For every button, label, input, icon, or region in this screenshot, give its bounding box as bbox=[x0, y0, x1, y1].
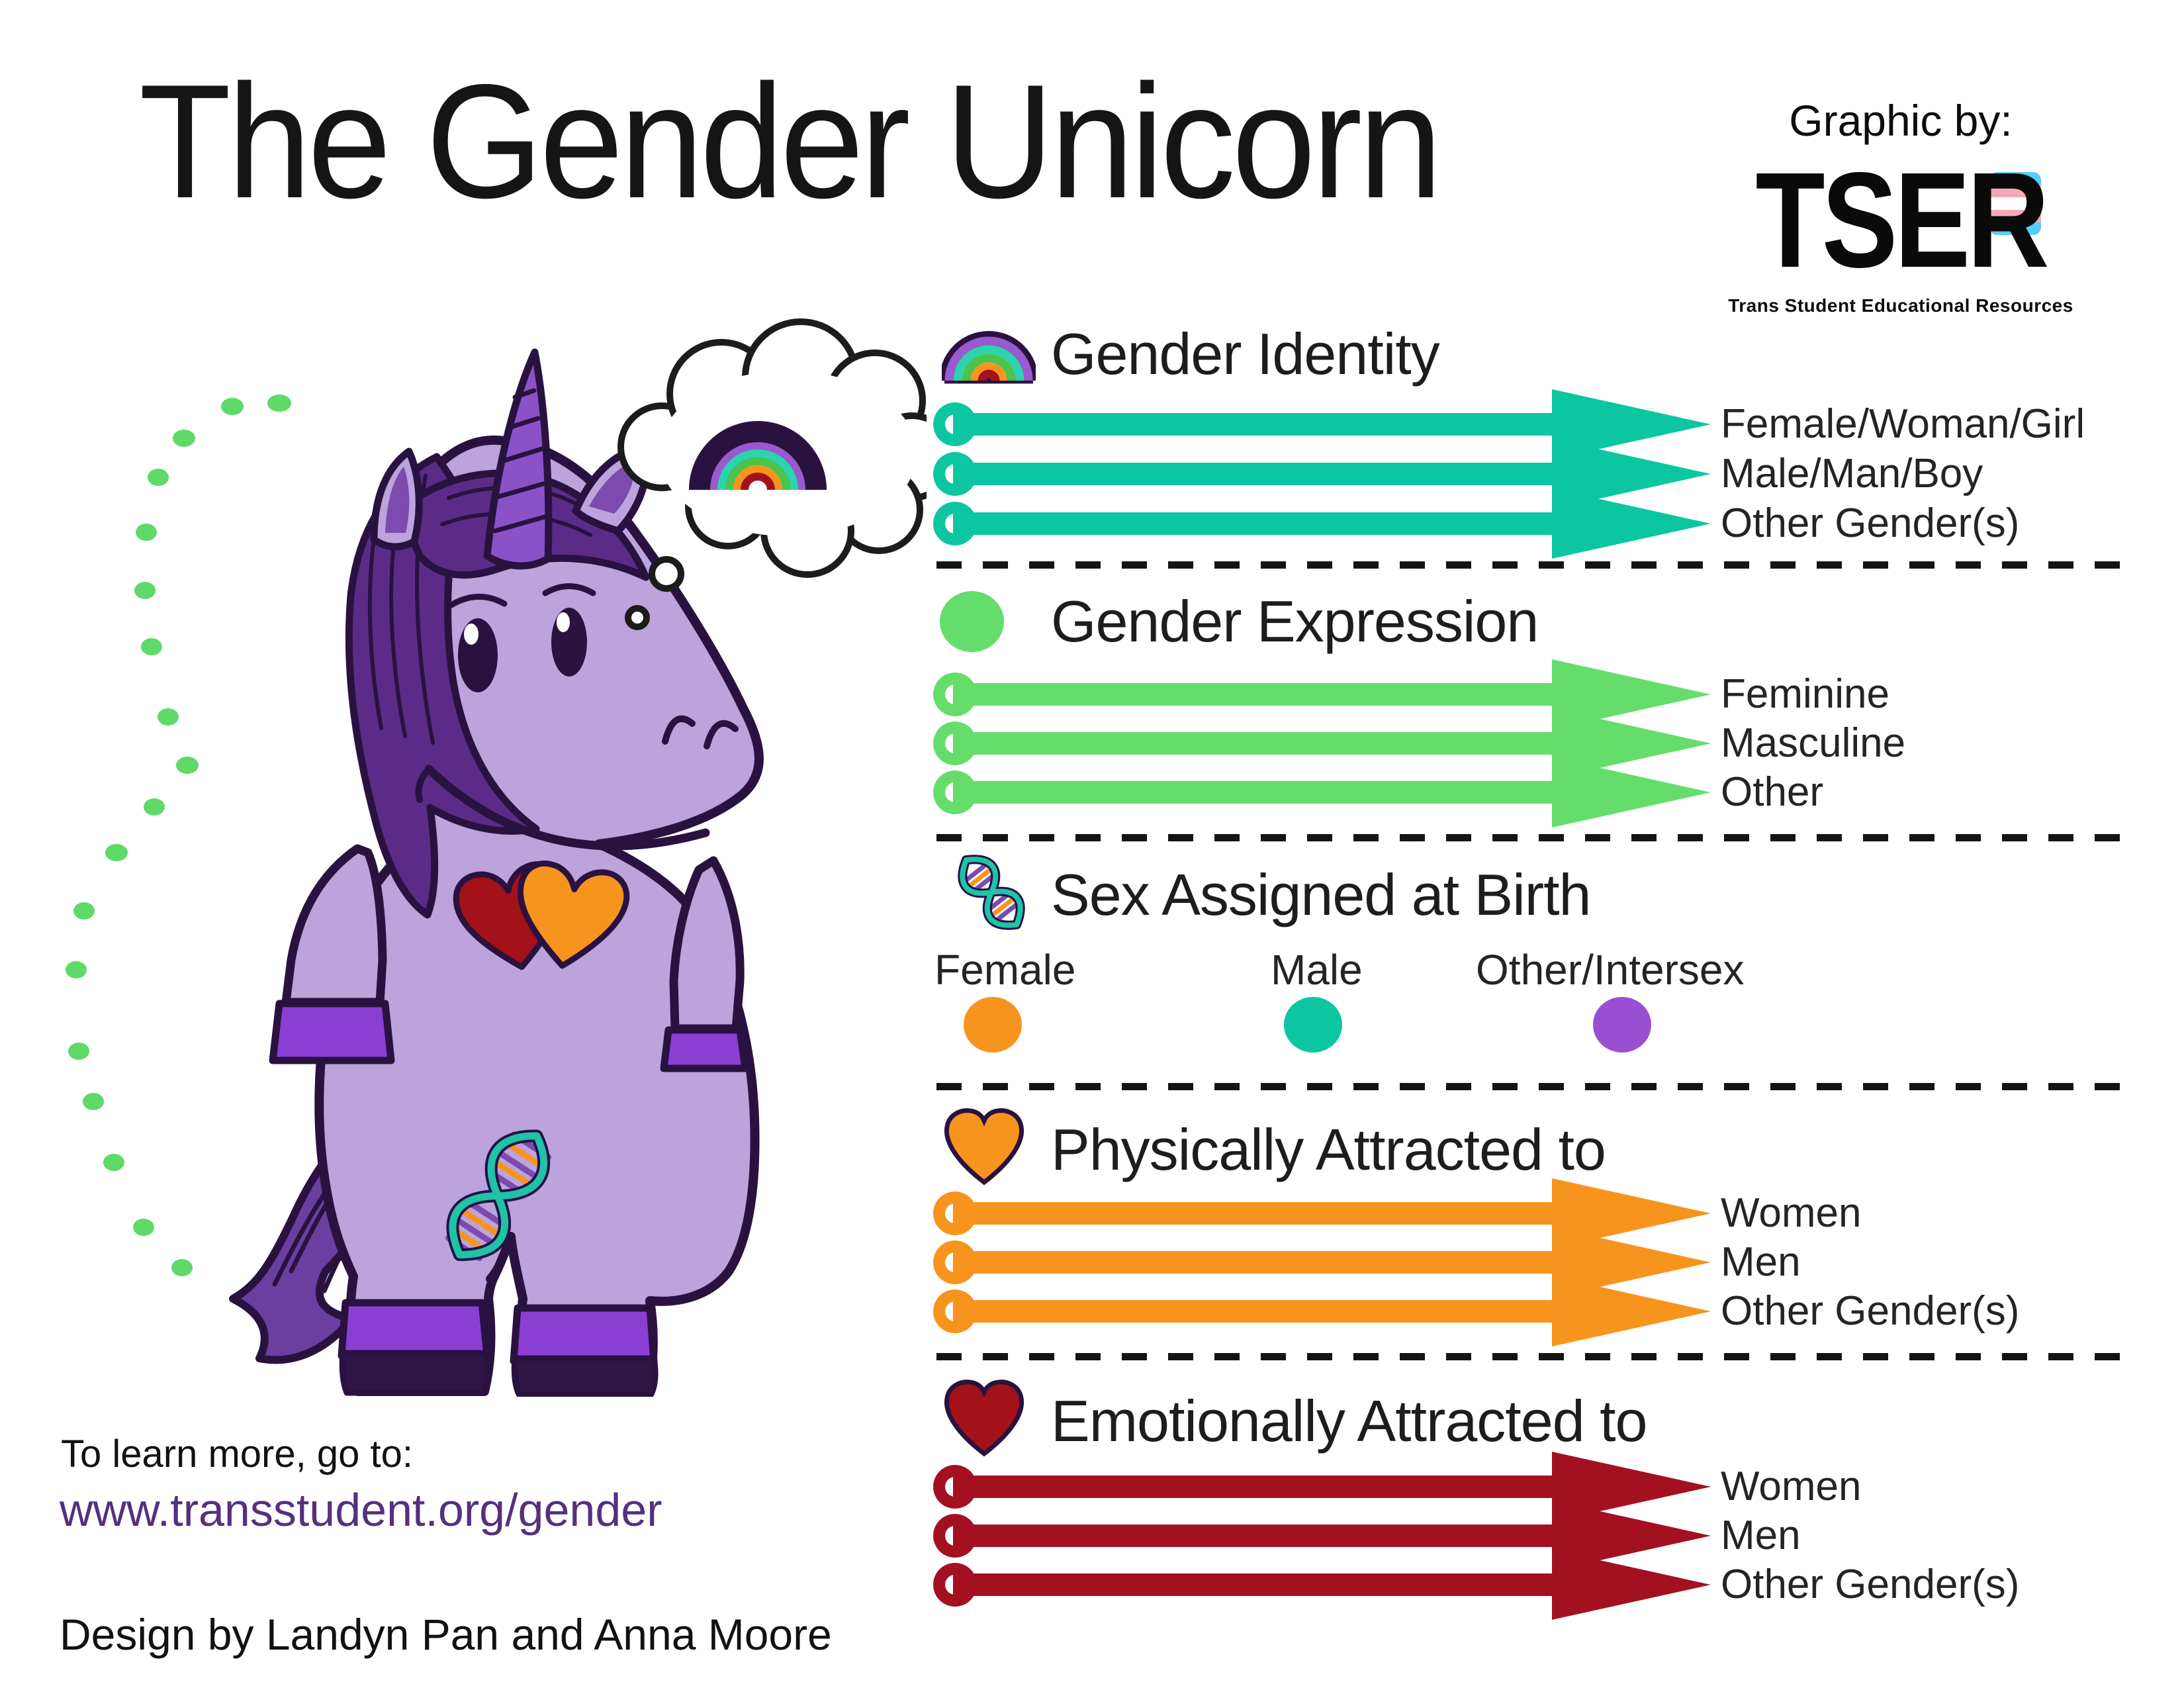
arrow-label: Women bbox=[1721, 1464, 1862, 1509]
arrow-label: Female/Woman/Girl bbox=[1721, 401, 2085, 447]
dashed-divider bbox=[936, 1353, 2128, 1360]
tser-logo: Graphic by: TSER Trans Student Education… bbox=[1719, 93, 2082, 316]
dashed-divider bbox=[936, 1083, 2128, 1090]
sex-dot-female bbox=[964, 997, 1022, 1053]
spectrum-arrow-emotional-3 bbox=[933, 1550, 1711, 1620]
arrow-shaft bbox=[953, 1251, 1552, 1274]
unicorn-face bbox=[415, 583, 739, 851]
spectrum-arrow-identity-3 bbox=[933, 489, 1711, 559]
arrow-label: Other Gender(s) bbox=[1721, 1562, 2020, 1607]
spectrum-arrow-expression-2 bbox=[933, 708, 1711, 778]
unicorn-horn bbox=[483, 348, 553, 570]
page-title: The Gender Unicorn bbox=[139, 50, 1442, 232]
sex-dot-other-intersex bbox=[1593, 997, 1651, 1053]
tser-graphic-by: Graphic by: bbox=[1789, 96, 2013, 145]
arrow-head bbox=[1552, 1276, 1711, 1346]
arrow-label: Other Gender(s) bbox=[1721, 500, 2020, 546]
rainbow-icon bbox=[942, 331, 1036, 384]
arrow-shaft bbox=[953, 463, 1552, 485]
sex-option-label-female: Female bbox=[934, 946, 1076, 994]
section-title-emotionally-attracted-to: Emotionally Attracted to bbox=[1051, 1388, 1647, 1454]
arrow-label: Men bbox=[1721, 1513, 1801, 1558]
trans-flag-icon bbox=[1989, 172, 2041, 235]
arrow-label: Other Gender(s) bbox=[1721, 1288, 2020, 1334]
arrow-label: Women bbox=[1721, 1190, 1862, 1236]
arrow-head bbox=[1552, 489, 1711, 559]
tser-name: TSER bbox=[1755, 144, 2049, 296]
thought-bubble-icon bbox=[617, 318, 927, 630]
green-circle-icon bbox=[940, 591, 1004, 652]
design-credit: Design by Landyn Pan and Anna Moore bbox=[60, 1610, 832, 1659]
sex-option-label-other-intersex: Other/Intersex bbox=[1476, 946, 1745, 994]
orange-heart-icon bbox=[944, 1108, 1024, 1186]
arrow-label: Other bbox=[1721, 769, 1824, 815]
section-title-physically-attracted-to: Physically Attracted to bbox=[1051, 1117, 1606, 1182]
red-heart-icon bbox=[944, 1380, 1024, 1457]
unicorn-arms bbox=[269, 844, 749, 1072]
unicorn-leg-cuffs bbox=[338, 1299, 659, 1397]
spectrum-arrow-physical-3 bbox=[933, 1276, 1711, 1346]
arrow-label: Masculine bbox=[1721, 720, 1906, 766]
learn-more-text: To learn more, go to: bbox=[61, 1432, 413, 1476]
dashed-divider bbox=[936, 834, 2128, 841]
sex-option-label-male: Male bbox=[1271, 946, 1363, 994]
arrow-head bbox=[1552, 1550, 1711, 1620]
dna-icon bbox=[958, 855, 1025, 930]
dashed-divider bbox=[936, 561, 2128, 569]
website-link[interactable]: www.transstudent.org/gender bbox=[60, 1484, 662, 1536]
section-title-gender-expression: Gender Expression bbox=[1051, 588, 1539, 654]
arrow-shaft bbox=[953, 1300, 1552, 1323]
green-dots-arc bbox=[66, 395, 291, 1276]
arrow-label: Feminine bbox=[1721, 671, 1889, 717]
tser-wordmark: TSER bbox=[1719, 152, 2082, 290]
arrow-shaft bbox=[953, 512, 1552, 535]
arrow-shaft bbox=[953, 732, 1552, 755]
arrow-shaft bbox=[953, 683, 1552, 706]
dna-tattoo-icon bbox=[445, 1129, 552, 1262]
arrow-shaft bbox=[953, 1476, 1552, 1498]
spectrum-arrow-expression-3 bbox=[933, 757, 1711, 827]
arrow-shaft bbox=[953, 1573, 1552, 1596]
arrow-head bbox=[1552, 757, 1711, 827]
tser-subtitle: Trans Student Educational Resources bbox=[1728, 295, 2073, 316]
arrow-shaft bbox=[953, 781, 1552, 804]
unicorn bbox=[229, 348, 764, 1397]
arrow-shaft bbox=[953, 1524, 1552, 1547]
arrow-shaft bbox=[953, 413, 1552, 436]
section-title-gender-identity: Gender Identity bbox=[1051, 321, 1440, 387]
section-title-sex-assigned-at-birth: Sex Assigned at Birth bbox=[1051, 862, 1591, 927]
rainbow-thought-icon bbox=[689, 421, 827, 491]
arrow-shaft bbox=[953, 1202, 1552, 1225]
chest-hearts-icon bbox=[453, 861, 630, 970]
arrow-label: Male/Man/Boy bbox=[1721, 451, 1983, 496]
sex-dot-male bbox=[1284, 997, 1342, 1053]
arrow-label: Men bbox=[1721, 1239, 1801, 1285]
unicorn-illustration bbox=[66, 318, 927, 1397]
